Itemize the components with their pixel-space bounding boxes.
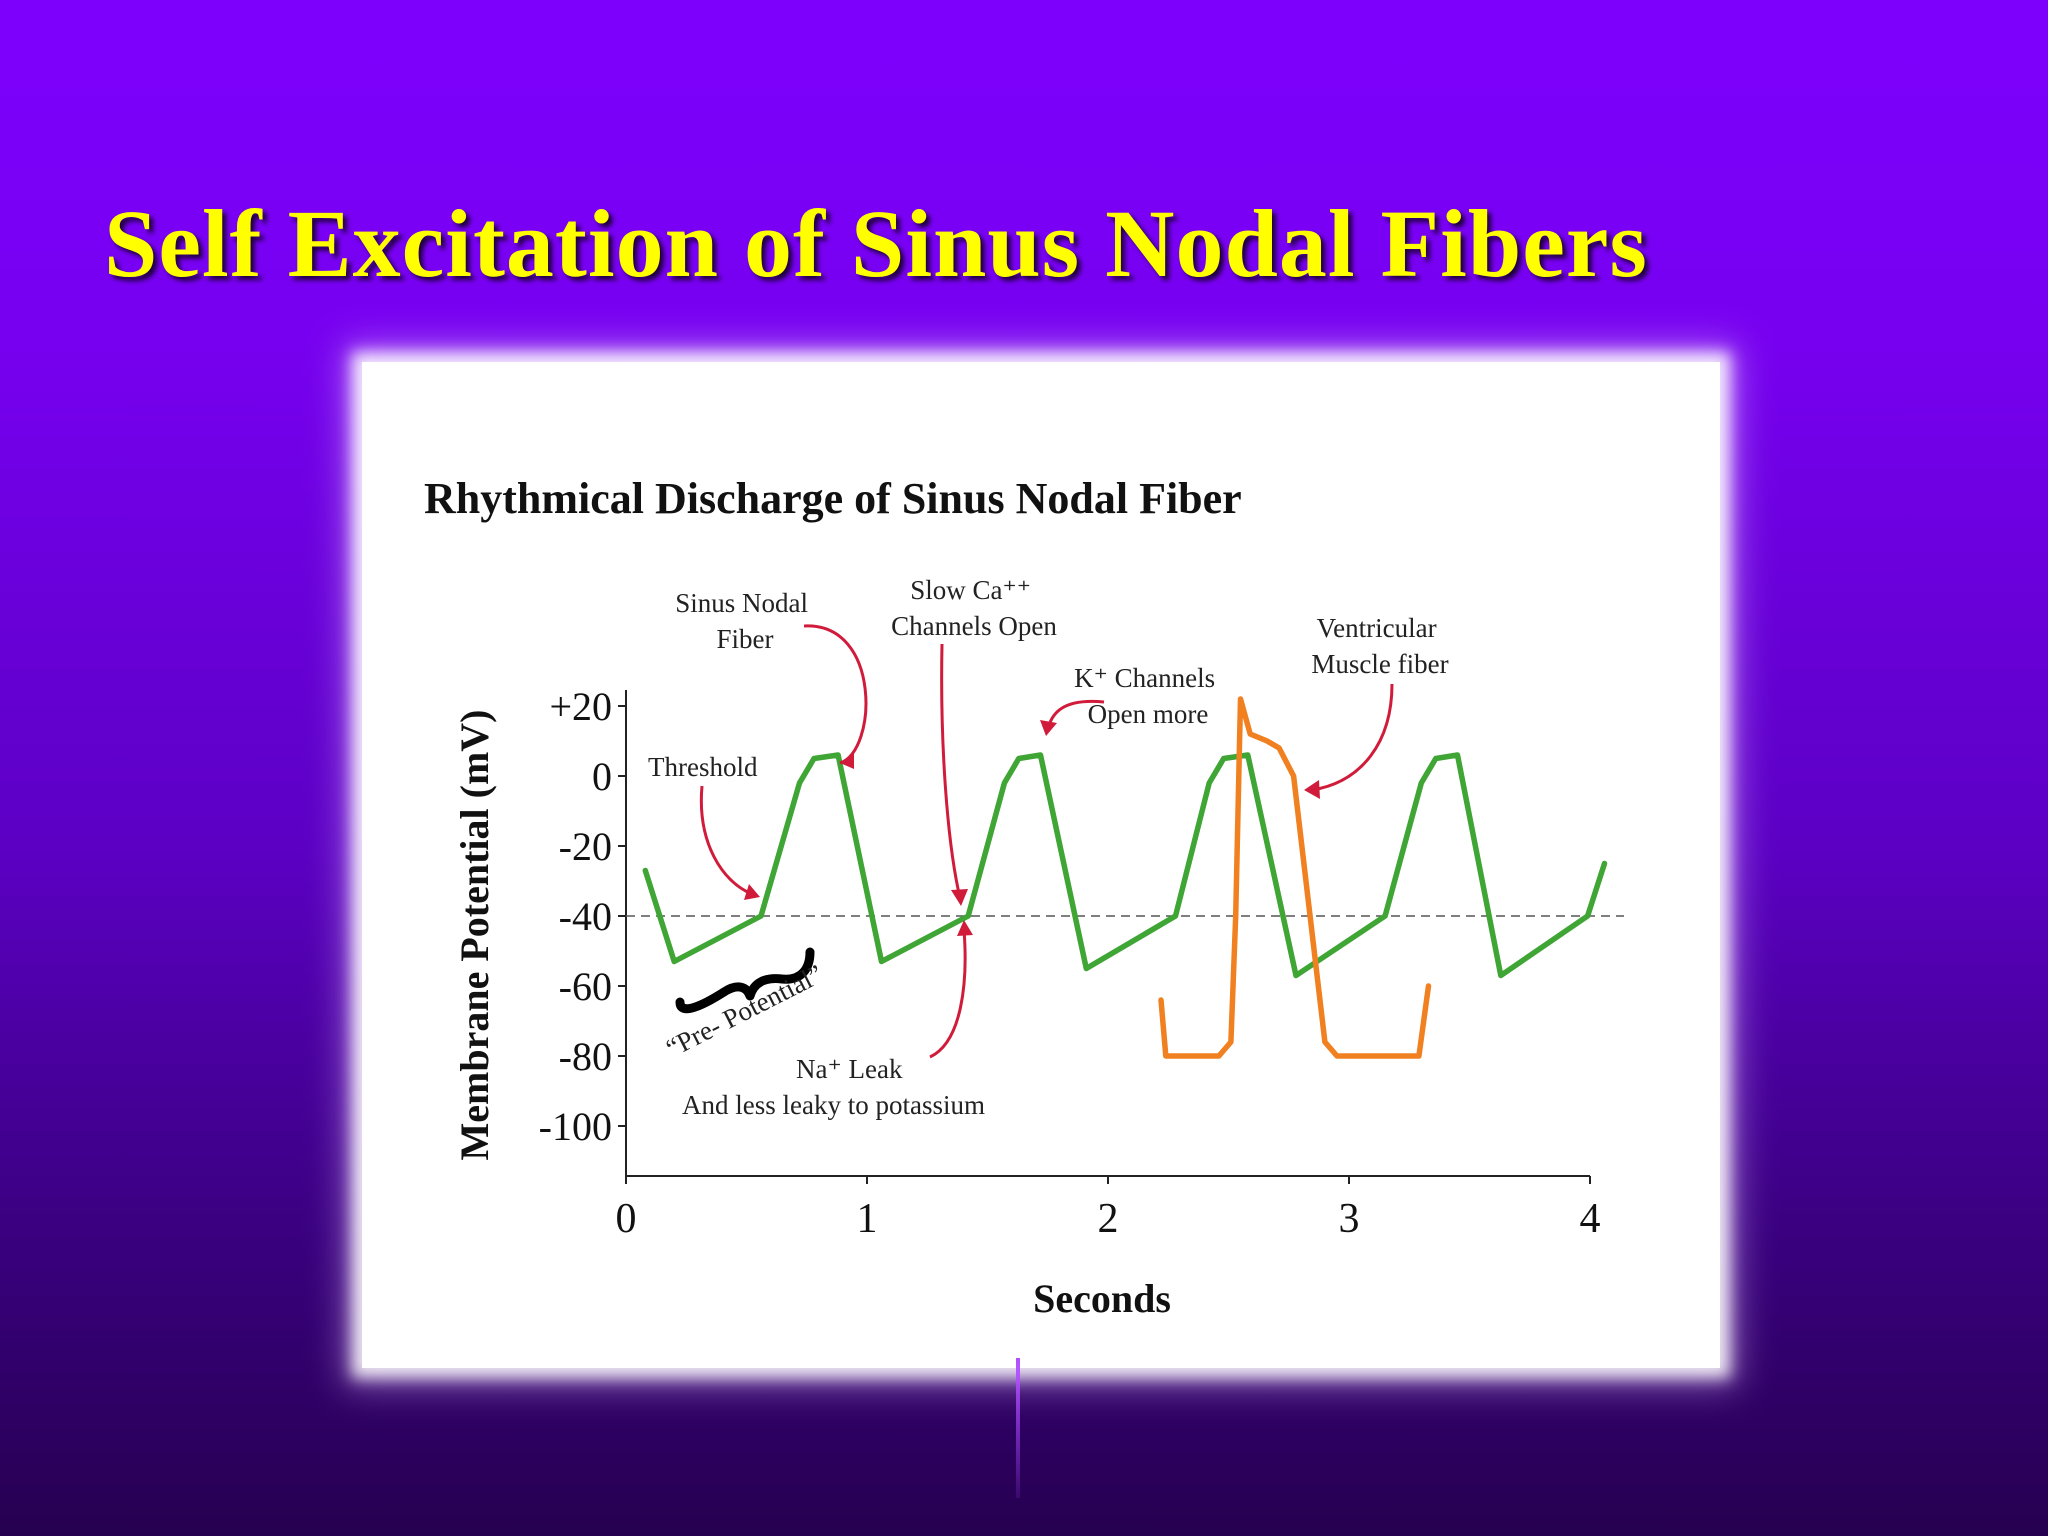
annotation-sinus-nodal-fiber-line1: Sinus Nodal xyxy=(675,588,808,618)
annotation-k-channels-line1: K⁺ Channels xyxy=(1074,663,1215,693)
chart-title: Rhythmical Discharge of Sinus Nodal Fibe… xyxy=(424,474,1242,523)
arrowhead-slow-ca-channels xyxy=(951,889,968,906)
y-tick-label: 0 xyxy=(592,754,612,799)
arrowhead-ventricular-muscle xyxy=(1304,780,1320,799)
annotation-ventricular-line2: Muscle fiber xyxy=(1311,649,1448,679)
arrow-slow-ca-channels xyxy=(940,643,962,899)
y-tick-label: +20 xyxy=(549,684,612,729)
x-tick-label: 2 xyxy=(1098,1196,1119,1242)
arrow-ventricular-muscle xyxy=(1311,683,1394,792)
annotation-na-leak-line1: Na⁺ Leak xyxy=(796,1054,903,1084)
figure-panel: Rhythmical Discharge of Sinus Nodal Fibe… xyxy=(362,362,1720,1368)
x-axis-label: Seconds xyxy=(1033,1276,1171,1321)
membrane-potential-chart: Rhythmical Discharge of Sinus Nodal Fibe… xyxy=(424,474,1624,1321)
y-tick-label: -60 xyxy=(559,964,612,1009)
arrow-sinus-nodal-fiber xyxy=(803,624,868,765)
x-tick-label: 0 xyxy=(616,1196,637,1242)
arrow-threshold xyxy=(699,785,753,896)
annotation-ventricular-muscle: Ventricular Muscle fiber xyxy=(1311,613,1448,679)
decorative-vertical-line xyxy=(1016,1358,1020,1498)
arrowhead-na-leak xyxy=(957,920,973,936)
arrowhead-threshold xyxy=(744,884,760,900)
x-tick-label: 3 xyxy=(1339,1196,1360,1242)
arrowhead-sinus-nodal-fiber xyxy=(840,752,854,769)
y-axis-label: Membrane Potential (mV) xyxy=(452,710,497,1161)
y-tick-label: -40 xyxy=(559,894,612,939)
annotation-sinus-nodal-fiber-line2: Fiber xyxy=(717,624,774,654)
annotation-na-leak-line2: And less leaky to potassium xyxy=(682,1090,985,1120)
y-tick-label: -80 xyxy=(559,1034,612,1079)
x-tick-label: 4 xyxy=(1580,1196,1601,1242)
annotation-arrows xyxy=(699,624,1394,1059)
series xyxy=(642,696,1608,1059)
x-tick-label: 1 xyxy=(857,1196,878,1242)
annotation-ventricular-line1: Ventricular xyxy=(1317,613,1437,643)
annotation-na-leak: Na⁺ Leak And less leaky to potassium xyxy=(682,1054,985,1120)
series-line-orange xyxy=(1158,696,1432,1059)
annotation-slow-ca-line2: Channels Open xyxy=(891,611,1057,641)
annotation-slow-ca-channels: Slow Ca⁺⁺ Channels Open xyxy=(891,575,1057,641)
series-line-green xyxy=(642,752,1608,979)
annotation-sinus-nodal-fiber: Sinus Nodal Fiber xyxy=(675,588,815,654)
tick-labels: +20 0 -20 -40 -60 -80 -100 0 1 2 3 4 xyxy=(539,684,1601,1242)
arrowhead-k-channels xyxy=(1040,720,1057,736)
annotation-k-channels-line2: Open more xyxy=(1088,699,1209,729)
pre-potential-brace xyxy=(675,947,815,1014)
annotation-k-channels: K⁺ Channels Open more xyxy=(1074,663,1222,729)
y-tick-label: -100 xyxy=(539,1104,612,1149)
annotation-threshold: Threshold xyxy=(648,752,758,782)
annotation-slow-ca-line1: Slow Ca⁺⁺ xyxy=(910,575,1031,605)
arrow-na-leak xyxy=(929,929,967,1059)
y-tick-label: -20 xyxy=(559,824,612,869)
slide-title: Self Excitation of Sinus Nodal Fibers xyxy=(104,190,1648,297)
